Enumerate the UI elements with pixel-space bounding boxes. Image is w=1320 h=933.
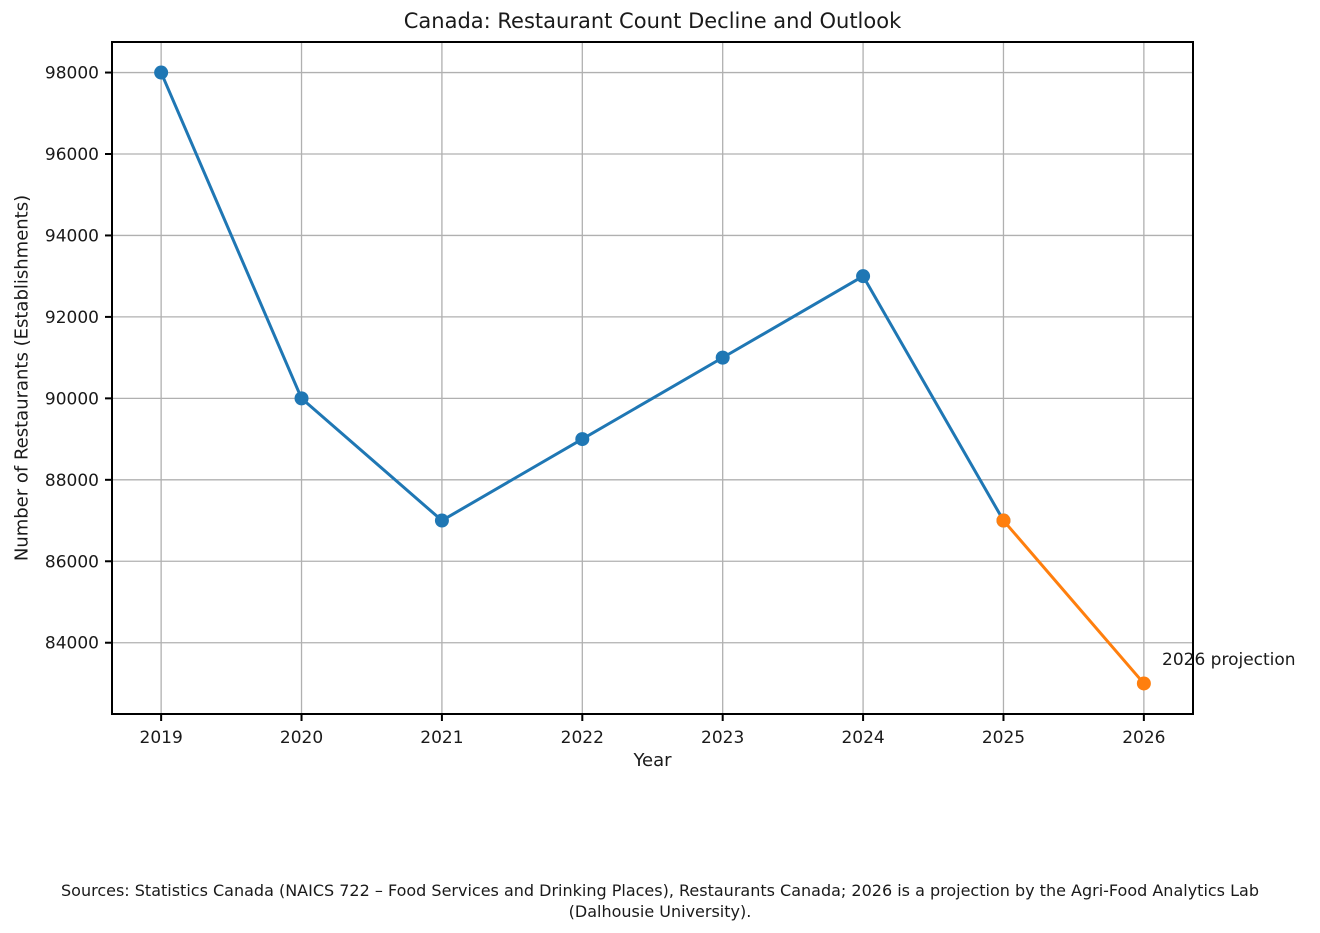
y-tick-label: 96000 (45, 145, 99, 165)
data-point-historical-2021 (434, 513, 449, 528)
source-line-2: (Dalhousie University). (568, 902, 752, 921)
x-tick-label: 2020 (280, 728, 323, 748)
y-tick-label: 92000 (45, 308, 99, 328)
projection-annotation: 2026 projection (1162, 650, 1296, 670)
x-tick-label: 2025 (982, 728, 1025, 748)
x-tick-label: 2019 (140, 728, 183, 748)
x-tick-label: 2022 (561, 728, 604, 748)
data-point-projection-2025 (996, 513, 1011, 528)
x-axis-label: Year (633, 750, 672, 771)
x-tick-label: 2023 (701, 728, 744, 748)
data-point-historical-2020 (294, 391, 309, 406)
data-point-historical-2023 (715, 350, 730, 365)
data-point-projection-2026 (1136, 676, 1151, 691)
line-chart: 2019 2020 2021 2022 2023 2024 2025 2026 84000 860… (45, 41, 1194, 748)
y-tick-label: 84000 (45, 634, 99, 654)
x-tick-label: 2024 (841, 728, 884, 748)
plot-border (111, 41, 1194, 715)
y-tick-label: 98000 (45, 64, 99, 84)
data-point-historical-2022 (575, 432, 590, 447)
series-line-projection (1001, 519, 1146, 685)
source-note: Sources: Statistics Canada (NAICS 722 – … (0, 880, 1320, 922)
y-tick-label: 86000 (45, 552, 99, 572)
y-tick-label: 90000 (45, 389, 99, 409)
data-point-historical-2024 (856, 269, 871, 284)
chart-title: Canada: Restaurant Count Decline and Out… (403, 9, 902, 33)
y-tick-label: 94000 (45, 226, 99, 246)
y-tick-label: 88000 (45, 471, 99, 491)
x-tick-label: 2021 (420, 728, 463, 748)
data-point-historical-2019 (154, 65, 169, 80)
source-line-1: Sources: Statistics Canada (NAICS 722 – … (61, 881, 1259, 900)
x-tick-label: 2026 (1122, 728, 1165, 748)
